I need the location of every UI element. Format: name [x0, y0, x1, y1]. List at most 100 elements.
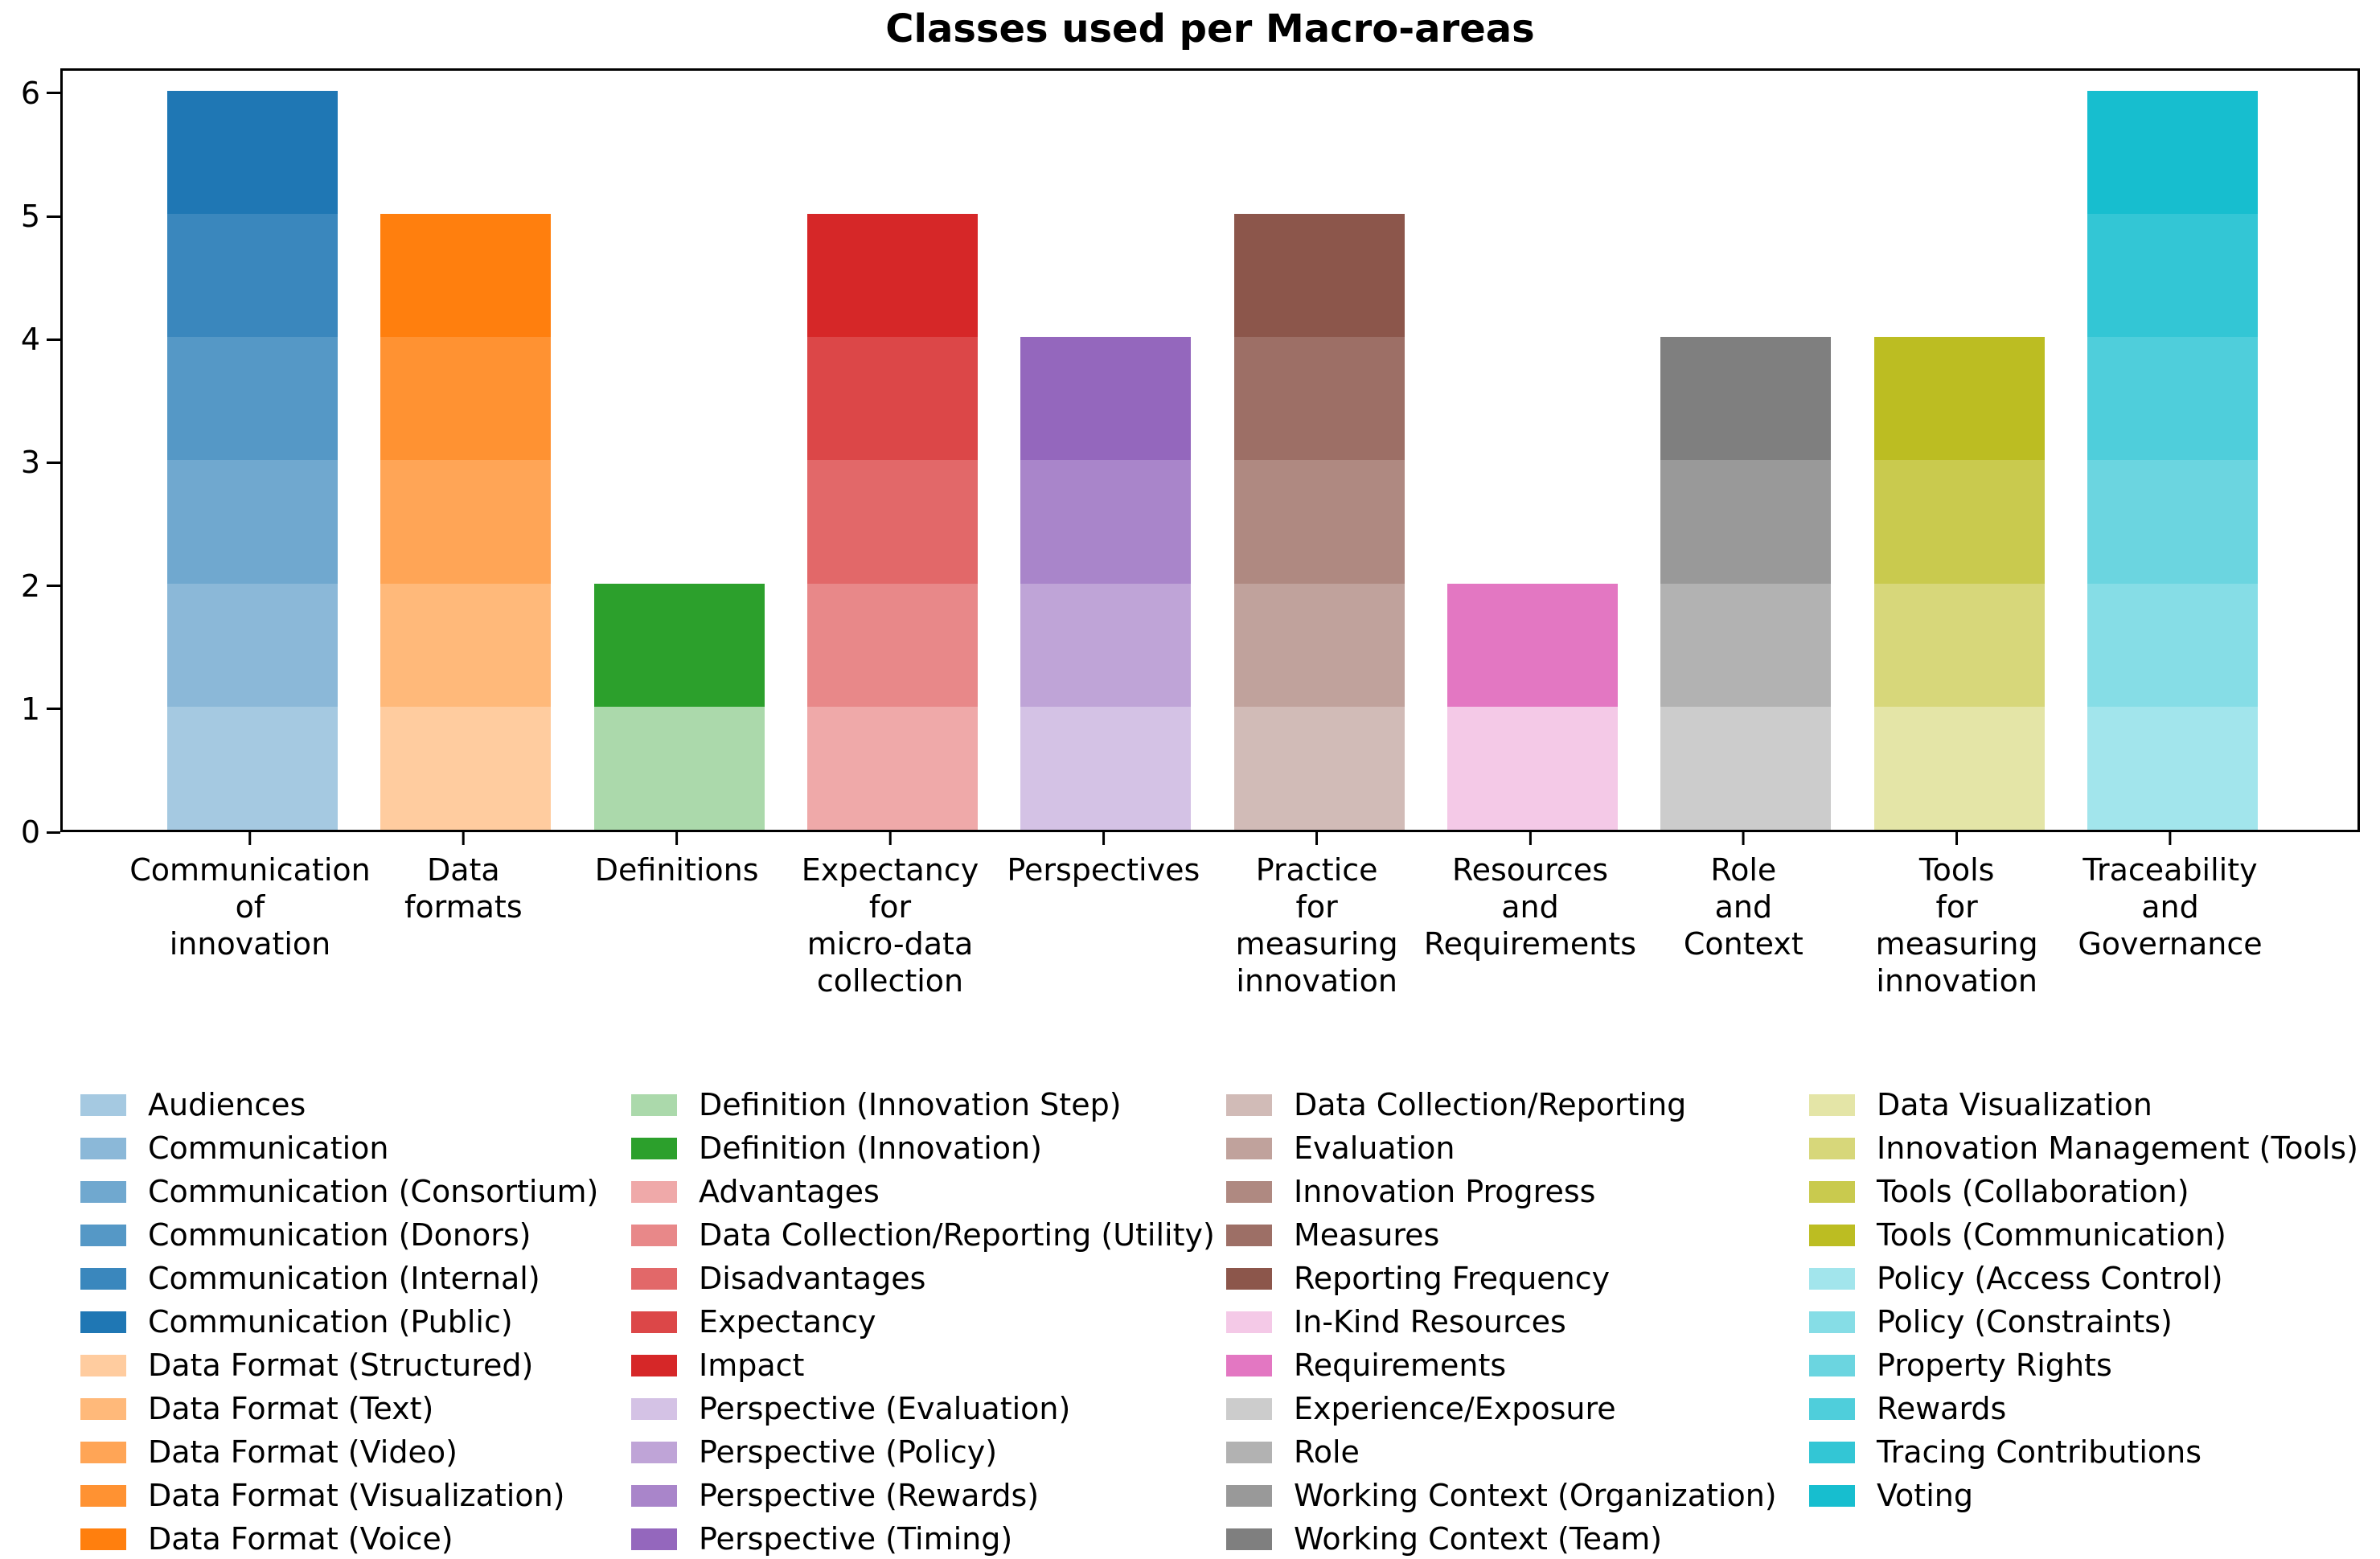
bar-expectancy-for-micro-data-collection	[806, 214, 978, 831]
legend-item-data-format-visualization: Data Format (Visualization)	[80, 1474, 598, 1517]
legend-label: Tools (Communication)	[1877, 1217, 2226, 1253]
bar-segment-data-format-video	[380, 460, 552, 584]
bar-segment-data-collection-reporting	[1233, 706, 1405, 831]
bar-practice-for-measuring-innovation	[1233, 214, 1405, 831]
x-tick-label-line: and	[1714, 889, 1773, 925]
legend-label: Innovation Management (Tools)	[1877, 1130, 2358, 1166]
bar-perspectives	[1020, 337, 1192, 831]
y-tick-mark	[47, 338, 60, 341]
y-tick-label: 1	[20, 691, 40, 727]
legend-item-innovation-management-tools: Innovation Management (Tools)	[1809, 1126, 2358, 1170]
legend-label: Data Format (Visualization)	[148, 1478, 565, 1513]
legend-item-tools-collaboration: Tools (Collaboration)	[1809, 1170, 2358, 1213]
legend-item-communication-internal: Communication (Internal)	[80, 1257, 598, 1300]
legend-label: Data Visualization	[1877, 1087, 2152, 1122]
x-tick-label-line: Resources	[1451, 852, 1609, 888]
legend-item-definition-innovation-step: Definition (Innovation Step)	[631, 1083, 1215, 1126]
bar-segment-data-format-visualization	[380, 337, 552, 461]
x-tick-traceability-and-governance: Traceability and Governance	[2078, 832, 2263, 962]
bar-segment-communication-internal	[167, 214, 338, 338]
x-tick-mark	[1529, 832, 1532, 845]
legend-label: Perspective (Policy)	[699, 1434, 998, 1470]
legend-label: Disadvantages	[699, 1261, 926, 1296]
legend-swatch-tools-communication	[1809, 1224, 1855, 1246]
chart-title: Classes used per Macro-areas	[885, 6, 1535, 51]
legend-swatch-perspective-evaluation	[631, 1397, 677, 1420]
bar-segment-advantages	[806, 706, 978, 831]
bar-segment-measures	[1233, 337, 1405, 461]
bar-data-formats	[380, 214, 552, 831]
bar-segment-voting	[2087, 90, 2258, 215]
legend-swatch-innovation-progress	[1226, 1180, 1272, 1203]
legend-swatch-rewards	[1809, 1397, 1855, 1420]
legend-label: Property Rights	[1877, 1348, 2112, 1383]
x-tick-label-line: Data	[426, 852, 500, 888]
legend-item-data-collection-reporting-utility: Data Collection/Reporting (Utility)	[631, 1213, 1215, 1257]
x-tick-label-line: innovation	[169, 926, 331, 962]
legend-swatch-experience-exposure	[1226, 1397, 1272, 1420]
legend-item-reporting-frequency: Reporting Frequency	[1226, 1257, 1777, 1300]
legend-label: Data Collection/Reporting (Utility)	[699, 1217, 1215, 1253]
legend-swatch-impact	[631, 1354, 677, 1376]
legend-item-perspective-timing: Perspective (Timing)	[631, 1517, 1215, 1559]
legend-column-2: Definition (Innovation Step) Definition (…	[631, 1083, 1215, 1559]
legend-swatch-audiences	[80, 1093, 126, 1116]
y-tick-label: 0	[20, 814, 40, 850]
legend-swatch-property-rights	[1809, 1354, 1855, 1376]
legend-swatch-disadvantages	[631, 1267, 677, 1290]
bar-segment-role	[1660, 583, 1832, 707]
legend-swatch-communication-internal	[80, 1267, 126, 1290]
bar-segment-expectancy	[806, 337, 978, 461]
x-tick-label-line: Tools	[1918, 852, 1995, 888]
x-tick-label-line: micro-data	[806, 926, 974, 962]
bar-segment-communication-consortium	[167, 460, 338, 584]
legend-swatch-voting	[1809, 1484, 1855, 1507]
bar-segment-data-visualization	[1873, 706, 2045, 831]
x-tick-mark	[1955, 832, 1959, 845]
legend-label: Policy (Constraints)	[1877, 1304, 2173, 1340]
legend-swatch-data-format-video	[80, 1441, 126, 1463]
bar-segment-communication	[167, 583, 338, 707]
x-tick-label-line: and	[1501, 889, 1559, 925]
bar-segment-perspective-rewards	[1020, 460, 1192, 584]
legend-item-data-format-video: Data Format (Video)	[80, 1430, 598, 1474]
x-tick-label-line: for	[1295, 889, 1338, 925]
legend-item-evaluation: Evaluation	[1226, 1126, 1777, 1170]
x-tick-label-line: Communication	[129, 852, 371, 888]
bar-segment-tracing-contributions	[2087, 214, 2258, 338]
legend-swatch-data-format-structured	[80, 1354, 126, 1376]
legend-swatch-perspective-timing	[631, 1528, 677, 1550]
bar-segment-audiences	[167, 706, 338, 831]
x-tick-mark	[462, 832, 465, 845]
x-tick-mark	[2169, 832, 2172, 845]
legend-item-innovation-progress: Innovation Progress	[1226, 1170, 1777, 1213]
legend-swatch-communication-donors	[80, 1224, 126, 1246]
x-tick-role-and-context: Role and Context	[1684, 832, 1803, 962]
bar-traceability-and-governance	[2087, 90, 2258, 831]
legend-swatch-perspective-policy	[631, 1441, 677, 1463]
legend-swatch-data-format-visualization	[80, 1484, 126, 1507]
legend-label: Data Format (Text)	[148, 1391, 434, 1426]
legend-swatch-communication-consortium	[80, 1180, 126, 1203]
x-tick-label-line: Governance	[2078, 926, 2263, 962]
legend-swatch-working-context-team	[1226, 1528, 1272, 1550]
legend-label: Definition (Innovation)	[699, 1130, 1042, 1166]
legend-label: Voting	[1877, 1478, 1973, 1513]
legend-swatch-communication	[80, 1137, 126, 1159]
bar-resources-and-requirements	[1446, 583, 1618, 831]
legend-item-working-context-organization: Working Context (Organization)	[1226, 1474, 1777, 1517]
x-tick-mark	[1102, 832, 1105, 845]
legend-item-experience-exposure: Experience/Exposure	[1226, 1387, 1777, 1430]
legend-item-data-format-text: Data Format (Text)	[80, 1387, 598, 1430]
x-tick-mark	[248, 832, 252, 845]
bar-segment-reporting-frequency	[1233, 214, 1405, 338]
legend-item-tools-communication: Tools (Communication)	[1809, 1213, 2358, 1257]
legend-item-perspective-policy: Perspective (Policy)	[631, 1430, 1215, 1474]
legend-label: Definition (Innovation Step)	[699, 1087, 1122, 1122]
legend-swatch-definition-innovation	[631, 1137, 677, 1159]
x-tick-mark	[1315, 832, 1319, 845]
x-tick-definitions: Definitions	[595, 832, 759, 888]
legend-label: Data Format (Video)	[148, 1434, 458, 1470]
bar-segment-perspective-timing	[1020, 337, 1192, 461]
